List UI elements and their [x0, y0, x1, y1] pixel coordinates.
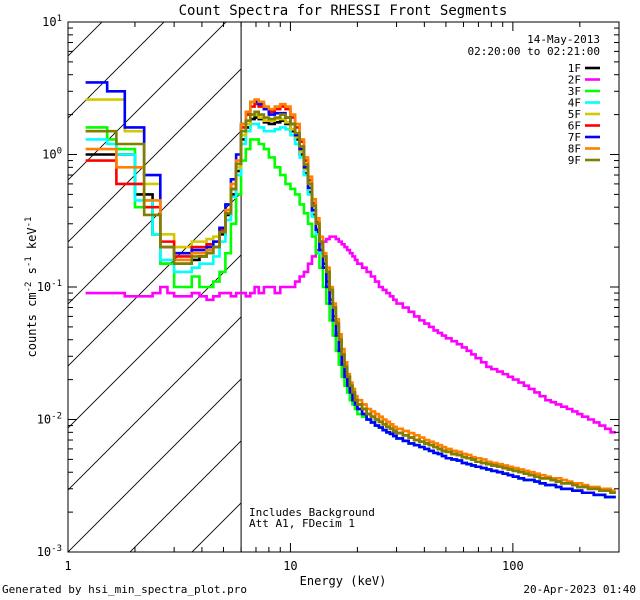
series-2f [85, 235, 616, 434]
y-tick-label: 10-2 [37, 412, 62, 427]
footer-generated-by: Generated by hsi_min_spectra_plot.pro [2, 583, 248, 596]
time-range-label: 02:20:00 to 02:21:00 [468, 45, 600, 58]
legend-label-6f: 6F [568, 120, 581, 133]
legend-label-4f: 4F [568, 97, 581, 110]
annotation-background: Includes Background [249, 506, 375, 519]
legend-label-9f: 9F [568, 154, 581, 167]
y-axis-label: counts cm-2 s-1 keV-1 [24, 217, 39, 358]
series-group [85, 81, 616, 499]
legend-label-1f: 1F [568, 62, 581, 75]
legend-label-2f: 2F [568, 74, 581, 87]
y-tick-label: 100 [42, 147, 62, 162]
footer-timestamp: 20-Apr-2023 01:40 [523, 583, 636, 596]
date-label: 14-May-2013 [527, 33, 600, 46]
legend-label-5f: 5F [568, 108, 581, 121]
annotation-attenuator: Att A1, FDecim 1 [249, 517, 355, 530]
y-tick-label: 10-1 [37, 279, 62, 294]
x-tick-label: 10 [283, 559, 297, 573]
x-tick-label: 1 [64, 559, 71, 573]
x-tick-label: 100 [502, 559, 524, 573]
series-9f [85, 110, 616, 495]
x-axis-label: Energy (keV) [300, 574, 387, 588]
y-tick-label: 101 [42, 14, 62, 29]
legend-label-8f: 8F [568, 143, 581, 156]
chart-title: Count Spectra for RHESSI Front Segments [179, 3, 508, 19]
legend-label-7f: 7F [568, 131, 581, 144]
y-tick-label: 10-3 [37, 544, 62, 559]
hatched-region [68, 22, 242, 552]
series-7f [85, 81, 616, 499]
legend-label-3f: 3F [568, 85, 581, 98]
